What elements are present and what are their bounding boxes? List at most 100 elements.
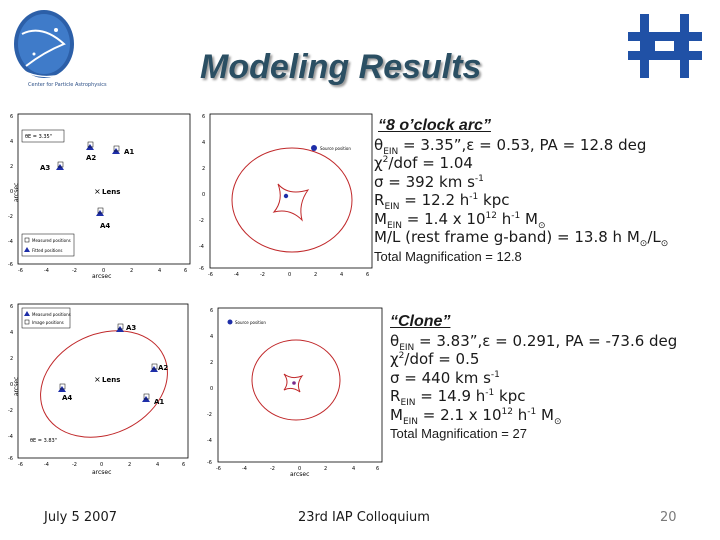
tick-x-neg2: -2 [260,272,265,278]
y-axis-label: arcsec [13,183,20,202]
tick-x-neg6: -6 [18,462,23,468]
logo-text: Center for Particle Astrophysics [28,82,107,88]
lens-marker: × [94,187,101,196]
tick-y-neg6: -6 [207,460,212,466]
page-number: 20 [660,510,677,525]
tick-y-neg2: -2 [8,408,13,414]
tick-x6: 6 [182,462,185,468]
arc8-chi: χ2/dof = 1.04 [374,154,473,172]
tick-x-neg4: -4 [234,272,239,278]
tick-y-neg2: -2 [8,214,13,220]
tick-y-neg4: -4 [8,239,13,245]
legend-fitted: Fitted positions [32,248,62,253]
tick-x-neg4: -4 [44,462,49,468]
x-axis-label: arcsec [92,273,111,278]
clone-mass: MEIN = 2.1 x 1012 h-1 M⊙ [390,405,562,427]
image-label-a3: A3 [126,324,136,332]
arc8-params: “8 o’clock arc” θEIN = 3.35”,ε = 0.53, P… [374,116,668,266]
theta-e-label: θE = 3.83" [30,438,57,444]
tick-x6: 6 [184,268,187,274]
clone-theta: θEIN = 3.83”,ε = 0.291, PA = -73.6 deg [390,331,678,353]
source-plane-plot-1: 6 4 2 0 -2 -4 -6 -6 -4 -2 0 2 4 6 Source… [199,113,373,278]
tick-x4: 4 [156,462,159,468]
arc8-ml: M/L (rest frame g-band) = 13.8 h M⊙/L⊙ [374,228,669,249]
tick-y-neg4: -4 [207,438,212,444]
footer-date: July 5 2007 [44,510,117,525]
source-plane-plot-2: 6 4 2 0 -2 -4 -6 -6 -4 -2 0 2 4 6 arcsec… [207,307,383,476]
slide-title: Modeling Results [200,48,482,86]
arc8-theta: θEIN = 3.35”,ε = 0.53, PA = 12.8 deg [374,135,647,157]
clone-total-mag: Total Magnification = 27 [390,426,527,441]
tick-x0: 0 [100,462,103,468]
tick-x-neg6: -6 [18,268,23,274]
tick-x2: 2 [130,268,133,274]
clone-chi: χ2/dof = 0.5 [390,350,480,368]
tick-x4: 4 [158,268,161,274]
image-label-a4: A4 [100,222,110,230]
tick-y-4: 4 [10,139,13,145]
tick-x-neg2: -2 [270,466,275,472]
tick-y-neg2: -2 [199,218,204,224]
image-label-a1: A1 [124,148,134,156]
tick-x0: 0 [102,268,105,274]
legend-source: Source position [320,146,351,151]
clone-params: “Clone” θEIN = 3.83”,ε = 0.291, PA = -73… [390,312,677,444]
tick-y0: 0 [10,189,13,195]
arc8-radius: REIN = 12.2 h-1 kpc [374,191,510,212]
tick-x-neg4: -4 [44,268,49,274]
tick-x-neg2: -2 [72,268,77,274]
tick-x-neg6: -6 [208,272,213,278]
arc8-total-mag: Total Magnification = 12.8 [374,248,522,264]
cpa-logo: Center for Particle Astrophysics [4,4,124,94]
footer-event: 23rd IAP Colloquium [298,510,430,525]
tick-y0: 0 [202,192,205,198]
x-axis-label: arcsec [92,469,111,476]
tick-y-2: 2 [202,166,205,172]
arc8-sigma: σ = 392 km s-1 [374,172,484,191]
tick-y0: 0 [210,386,213,392]
arc8-heading: “8 o’clock arc” [378,117,491,134]
image-label-a3: A3 [40,164,50,172]
tick-y-neg4: -4 [199,244,204,250]
clone-radius: REIN = 14.9 h-1 kpc [390,387,526,408]
tick-x2: 2 [324,466,327,472]
tick-y-6: 6 [10,304,13,310]
legend-measured: Measured positions [32,312,71,317]
tick-y-4: 4 [202,140,205,146]
lens-label: Lens [102,376,120,384]
tick-y-neg2: -2 [207,412,212,418]
image-plane-plot-1: 6 4 2 0 -2 -4 -6 -6 -4 -2 0 2 4 6 arcsec… [8,113,191,278]
image-label-a2: A2 [86,154,96,162]
tick-y-6: 6 [10,114,13,120]
tick-x-neg6: -6 [216,466,221,472]
clone-heading: “Clone” [390,313,451,330]
tick-y-2: 2 [10,164,13,170]
y-axis-label: arcsec [13,377,20,396]
lens-marker: × [94,375,101,384]
tick-y-2: 2 [210,360,213,366]
tick-y-2: 2 [10,356,13,362]
tick-x4: 4 [340,272,343,278]
tick-y0: 0 [10,382,13,388]
tick-y-4: 4 [10,330,13,336]
x-axis-label: arcsec [290,471,309,476]
tick-x6: 6 [376,466,379,472]
legend-measured: Measured positions [32,238,71,243]
clone-sigma: σ = 440 km s-1 [390,368,500,387]
fermilab-logo [628,14,702,82]
tick-y-neg6: -6 [199,266,204,272]
image-label-a1: A1 [154,398,164,406]
tick-y-4: 4 [210,334,213,340]
tick-x0: 0 [288,272,291,278]
lens-label: Lens [102,188,120,196]
tick-x-neg2: -2 [72,462,77,468]
theta-e-label: θE = 3.35" [25,134,52,140]
tick-x6: 6 [366,272,369,278]
tick-y-6: 6 [202,114,205,120]
tick-y-neg6: -6 [8,262,13,268]
image-label-a4: A4 [62,394,72,402]
tick-y-neg6: -6 [8,456,13,462]
legend-image: Image positions [32,320,64,325]
image-plane-plot-2: 6 4 2 0 -2 -4 -6 -6 -4 -2 0 2 4 6 arcsec… [8,303,189,476]
arc8-mass: MEIN = 1.4 x 1012 h-1 M⊙ [374,209,546,231]
